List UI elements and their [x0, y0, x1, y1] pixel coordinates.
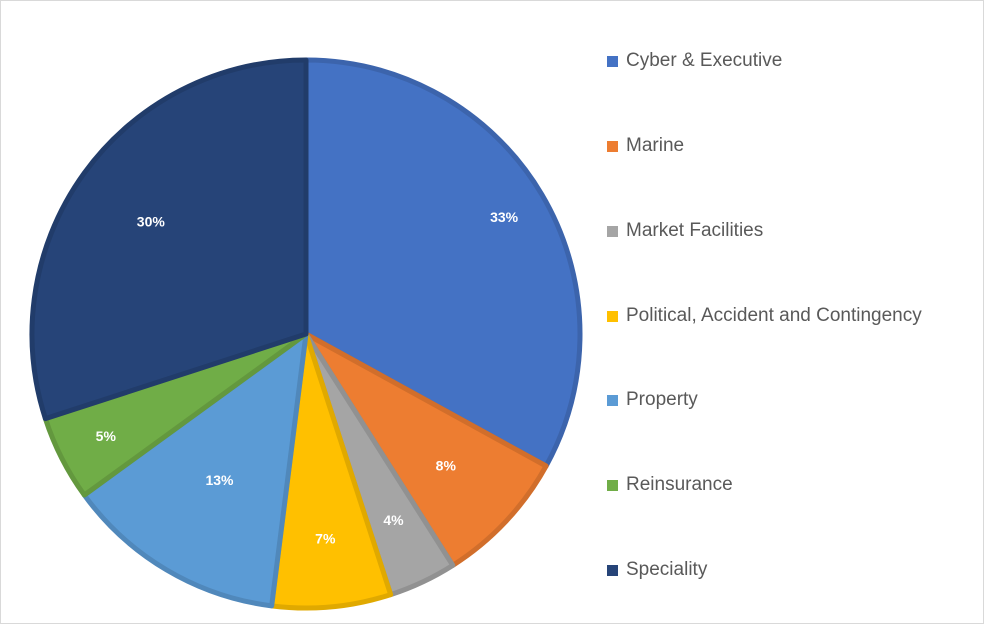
legend-swatch-icon [607, 479, 618, 491]
data-label-political-accident-and-contingency: 7% [315, 531, 336, 547]
legend-item-speciality: Speciality [607, 558, 707, 582]
data-label-property: 13% [205, 472, 234, 488]
legend-swatch-icon [607, 225, 618, 237]
legend-label: Reinsurance [626, 474, 733, 495]
legend-item-reinsurance: Reinsurance [607, 473, 733, 497]
legend-swatch-icon [607, 140, 618, 152]
legend-label: Market Facilities [626, 220, 764, 241]
data-label-market-facilities: 4% [383, 512, 404, 528]
data-label-reinsurance: 5% [96, 428, 117, 444]
chart-legend: Cyber & Executive Marine Market Faciliti… [607, 1, 977, 625]
legend-label: Political, Accident and Contingency [626, 305, 922, 326]
legend-item-political-accident-contingency: Political, Accident and Contingency [607, 304, 922, 328]
pie-slice-cyber-executive [303, 57, 583, 469]
legend-item-cyber-executive: Cyber & Executive [607, 49, 782, 73]
data-label-marine: 8% [436, 457, 457, 473]
legend-label: Cyber & Executive [626, 50, 783, 71]
legend-item-market-facilities: Market Facilities [607, 219, 763, 243]
legend-item-property: Property [607, 388, 698, 412]
pie-slice-property [81, 331, 309, 609]
data-label-cyber-executive: 33% [490, 209, 519, 225]
legend-label: Speciality [626, 559, 708, 580]
pie-slice-marine [303, 331, 549, 568]
legend-swatch-icon [607, 394, 618, 406]
legend-swatch-icon [607, 55, 618, 67]
legend-label: Marine [626, 135, 685, 156]
data-label-speciality: 30% [137, 213, 166, 229]
legend-swatch-icon [607, 564, 618, 576]
pie-slice-speciality [29, 57, 309, 422]
legend-item-marine: Marine [607, 134, 684, 158]
legend-label: Property [626, 389, 698, 410]
pie-chart: 33% 8% 4% 7% 13% 5% 30% [29, 57, 583, 611]
legend-swatch-icon [607, 310, 618, 322]
